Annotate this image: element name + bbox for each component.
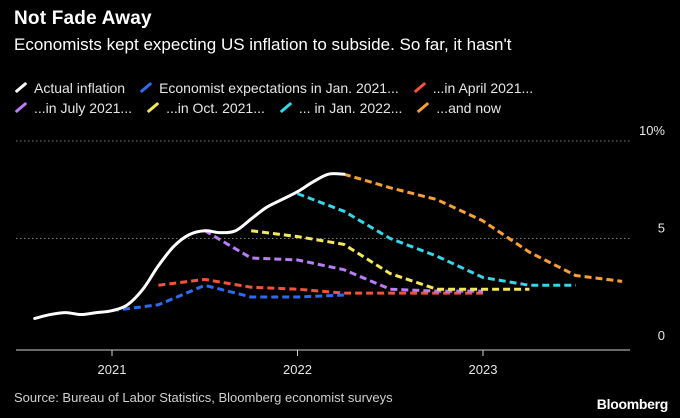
legend-label: ... in Jan. 2022... [298, 100, 403, 116]
legend-item: ...and now [416, 98, 501, 118]
x-tick-label: 2022 [283, 362, 312, 377]
bloomberg-logo: Bloomberg [596, 396, 669, 412]
series-line-in-july-2021 [203, 229, 483, 293]
line-chart: 0 5 10% 2021 2022 2023 [16, 123, 665, 377]
legend-label: Actual inflation [34, 80, 126, 96]
legend-item: Actual inflation [14, 78, 125, 98]
chart-title: Not Fade Away [14, 8, 152, 29]
y-tick-label: 10% [639, 123, 665, 138]
legend-label: ...in April 2021... [432, 80, 534, 96]
chart-legend: Actual inflation Economist expectations i… [14, 78, 654, 118]
legend-item: ...in July 2021... [14, 98, 132, 118]
legend-item: Economist expectations in Jan. 2021... [139, 78, 399, 98]
series-line-in-oct-2021 [250, 229, 530, 291]
x-tick-label: 2021 [98, 362, 127, 377]
legend-label: Economist expectations in Jan. 2021... [159, 80, 399, 96]
y-tick-label: 0 [658, 328, 665, 343]
legend-label: ...and now [436, 100, 502, 116]
legend-label: ...in Oct. 2021... [166, 100, 265, 116]
legend-item: ...in April 2021... [413, 78, 533, 98]
x-tick-label: 2023 [469, 362, 498, 377]
chart-subtitle: Economists kept expecting US inflation t… [14, 35, 512, 54]
series-line-economist-expectations-in-jan-2021 [111, 283, 344, 313]
series-line-in-jan-2022 [296, 192, 576, 287]
legend-label: ...in July 2021... [34, 100, 133, 116]
series-line-actual-inflation [33, 172, 346, 320]
series-line-and-now [343, 172, 623, 283]
source-note: Source: Bureau of Labor Statistics, Bloo… [14, 390, 393, 405]
legend-item: ... in Jan. 2022... [279, 98, 403, 118]
legend-item: ...in Oct. 2021... [146, 98, 265, 118]
y-tick-label: 5 [658, 221, 665, 236]
